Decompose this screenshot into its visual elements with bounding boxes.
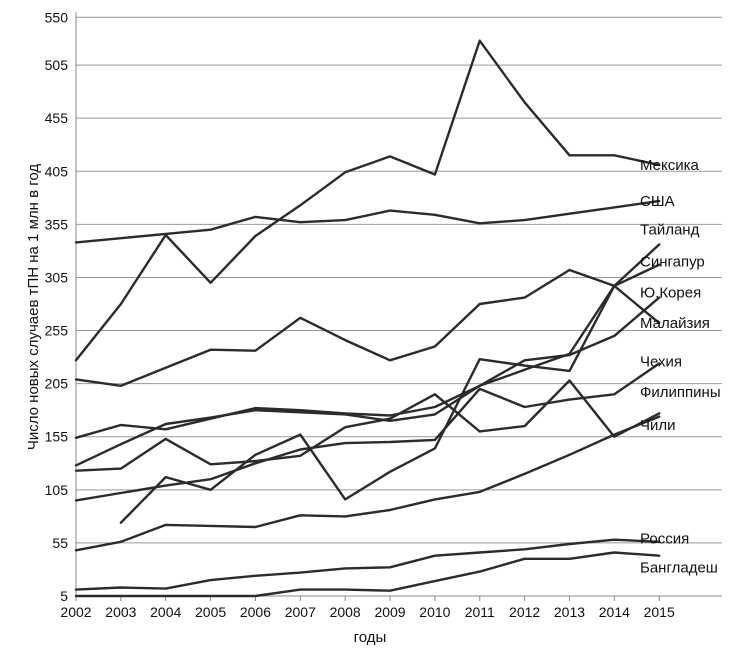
series-label-мексика: Мексика bbox=[640, 157, 700, 174]
y-tick-205: 205 bbox=[45, 376, 69, 392]
y-tick-55: 55 bbox=[52, 535, 68, 551]
series-labels: Мексика США Тайланд Сингапур Ю.Корея Малайзия… bbox=[640, 157, 721, 576]
series-line-сша bbox=[74, 199, 661, 244]
series-line-чили bbox=[74, 415, 661, 552]
series-line-филиппины bbox=[74, 362, 661, 502]
x-tick-2011: 2011 bbox=[465, 604, 495, 620]
series-line-чехия bbox=[74, 379, 661, 472]
x-tick-2003: 2003 bbox=[105, 604, 136, 620]
x-tick-2012: 2012 bbox=[509, 604, 540, 620]
x-tick-2015: 2015 bbox=[644, 604, 675, 620]
series-label-малайзия: Малайзия bbox=[640, 315, 710, 332]
x-tick-2013: 2013 bbox=[554, 604, 585, 620]
series-line-ю-корея bbox=[74, 296, 661, 467]
x-axis-title: годы bbox=[354, 629, 387, 646]
y-tick-355: 355 bbox=[45, 216, 69, 232]
series-line-россия bbox=[74, 538, 661, 591]
y-tick-505: 505 bbox=[45, 57, 69, 73]
y-tick-305: 305 bbox=[45, 269, 69, 285]
x-tick-2008: 2008 bbox=[330, 604, 361, 620]
series-label-тайланд: Тайланд bbox=[640, 222, 700, 239]
x-tick-2014: 2014 bbox=[599, 604, 630, 620]
y-tick-455: 455 bbox=[45, 110, 69, 126]
series-label-сингапур: Сингапур bbox=[640, 254, 705, 271]
x-tick-2007: 2007 bbox=[285, 604, 316, 620]
series-label-ю-корея: Ю.Корея bbox=[640, 284, 701, 301]
y-tick-105: 105 bbox=[45, 482, 69, 498]
y-tick-550: 550 bbox=[45, 9, 69, 25]
gridlines bbox=[76, 16, 722, 597]
series-label-чили: Чили bbox=[640, 417, 676, 434]
x-tick-2009: 2009 bbox=[374, 604, 405, 620]
series-lines bbox=[74, 39, 661, 598]
x-tick-2010: 2010 bbox=[419, 604, 450, 620]
series-line-бангладеш bbox=[74, 551, 661, 598]
series-label-чехия: Чехия bbox=[640, 353, 682, 370]
y-tick-405: 405 bbox=[45, 163, 69, 179]
series-line-малайзия bbox=[74, 268, 661, 387]
x-tick-2006: 2006 bbox=[240, 604, 271, 620]
series-label-сша: США bbox=[640, 193, 675, 210]
x-tick-labels: 2002 2003 2004 2005 2006 2007 2008 2009 2010 2011… bbox=[60, 596, 675, 620]
y-tick-255: 255 bbox=[45, 323, 69, 339]
series-line-мексика bbox=[74, 39, 661, 362]
series-line-тайланд bbox=[119, 243, 661, 524]
y-tick-5: 5 bbox=[60, 588, 68, 604]
y-axis-title: Число новых случаев тПН на 1 млн в год bbox=[25, 164, 42, 451]
x-tick-2002: 2002 bbox=[60, 604, 91, 620]
y-tick-155: 155 bbox=[45, 429, 69, 445]
series-label-бангладеш: Бангладеш bbox=[640, 559, 718, 576]
series-label-филиппины: Филиппины bbox=[640, 384, 721, 401]
x-tick-2004: 2004 bbox=[150, 604, 181, 620]
x-tick-2005: 2005 bbox=[195, 604, 226, 620]
series-label-россия: Россия bbox=[640, 531, 689, 548]
